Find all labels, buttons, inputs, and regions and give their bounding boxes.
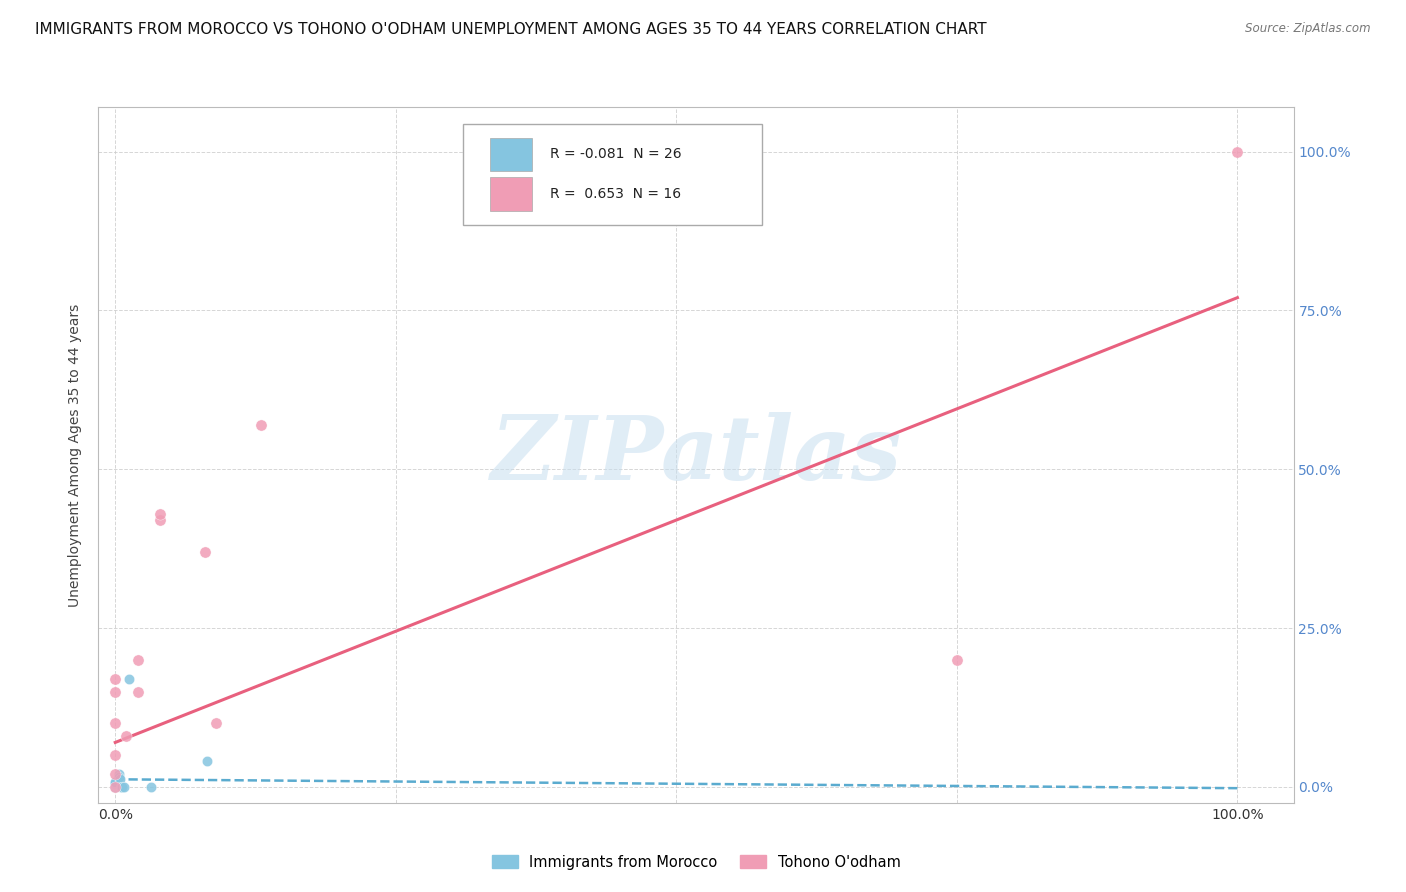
Point [250,417,273,432]
Point [111,780,134,794]
Text: R = -0.081  N = 26: R = -0.081 N = 26 [550,147,682,161]
Point [104,684,127,698]
Point [104,748,127,763]
Point [946,653,969,667]
Text: ZIPatlas: ZIPatlas [491,412,901,498]
Point [104,767,127,781]
Point [115,729,138,743]
Point [104,777,127,791]
Point [104,777,127,791]
Point [104,778,127,792]
Y-axis label: Unemployment Among Ages 35 to 44 years: Unemployment Among Ages 35 to 44 years [69,303,83,607]
Point [104,780,127,794]
Point [127,684,149,698]
Point [104,780,127,794]
Point [104,672,127,686]
Point [112,780,135,794]
Point [107,767,129,781]
Point [104,716,127,731]
Point [104,779,127,793]
Point [149,513,172,527]
Point [110,780,132,794]
Point [118,672,141,686]
Point [205,716,228,731]
Text: R =  0.653  N = 16: R = 0.653 N = 16 [550,187,682,201]
Point [104,778,127,792]
Point [104,780,127,794]
Point [104,776,127,790]
Point [104,780,127,794]
Point [104,780,127,794]
Point [104,780,127,794]
Text: IMMIGRANTS FROM MOROCCO VS TOHONO O'ODHAM UNEMPLOYMENT AMONG AGES 35 TO 44 YEARS: IMMIGRANTS FROM MOROCCO VS TOHONO O'ODHA… [35,22,987,37]
FancyBboxPatch shape [491,178,533,211]
Point [107,771,129,785]
Text: Source: ZipAtlas.com: Source: ZipAtlas.com [1246,22,1371,36]
Legend: Immigrants from Morocco, Tohono O'odham: Immigrants from Morocco, Tohono O'odham [485,849,907,876]
Point [104,780,127,794]
Point [104,780,127,794]
FancyBboxPatch shape [463,124,762,226]
Point [1226,145,1249,159]
Point [104,780,127,794]
Point [104,780,127,794]
Point [108,772,131,787]
Point [195,755,218,769]
Point [104,775,127,789]
Point [104,780,127,794]
FancyBboxPatch shape [491,137,533,171]
Point [141,780,163,794]
Point [127,653,149,667]
Point [194,545,217,559]
Point [149,507,172,521]
